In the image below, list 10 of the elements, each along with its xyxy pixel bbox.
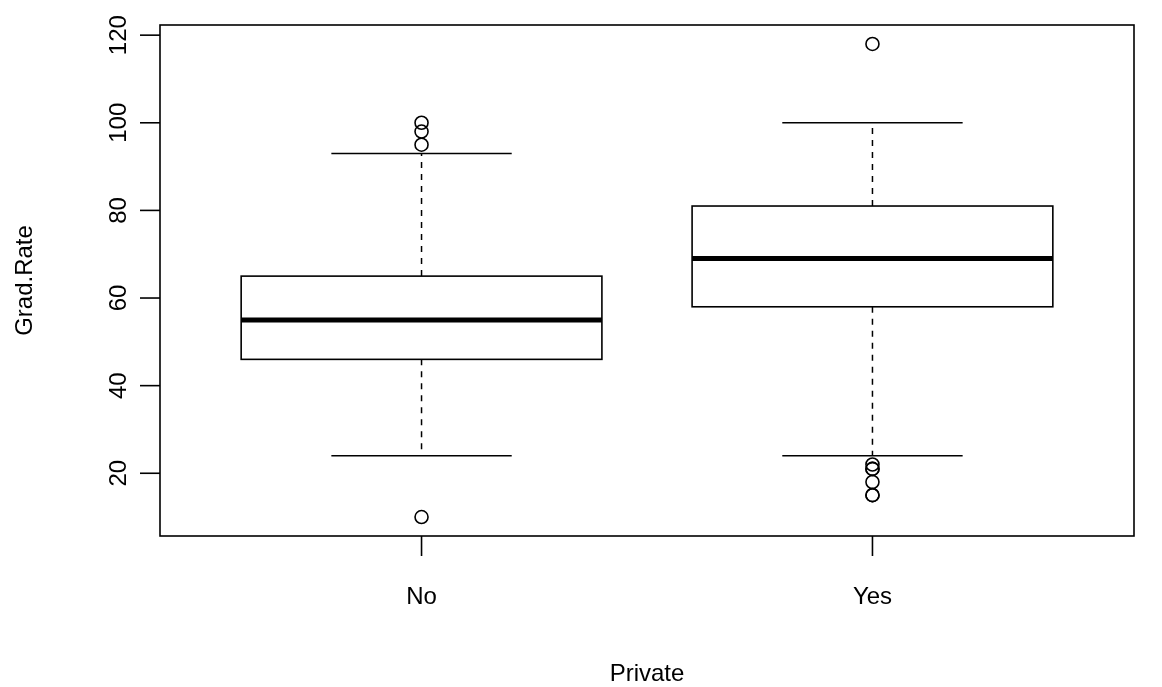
y-axis-title: Grad.Rate [10,225,37,336]
x-tick-label: No [406,582,437,609]
x-axis-title: Private [609,659,685,686]
y-tick-label: 80 [104,197,131,224]
y-tick-label: 100 [104,102,131,143]
y-tick-label: 20 [104,459,131,487]
x-tick-label: Yes [852,582,893,609]
y-tick-label: 40 [104,372,131,399]
y-tick-label: 120 [104,15,131,56]
y-tick-label: 60 [104,284,131,312]
